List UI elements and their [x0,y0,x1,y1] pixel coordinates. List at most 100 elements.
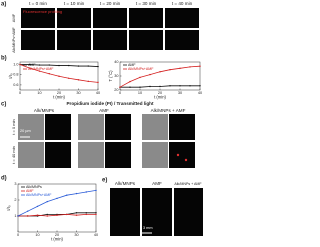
dead-cell [184,158,188,162]
image [93,8,127,28]
data-point [129,86,131,88]
data-point [38,70,41,72]
column-header: t = 30 min [136,1,157,6]
data-point [36,214,39,216]
row-label: Alk/MNPs+AMF [12,26,16,52]
overlay-text: Fluorescence profiling [23,9,62,14]
image [21,8,55,28]
x-tick-label: 10 [37,91,41,95]
data-point [85,212,87,214]
x-tick-label: 0 [19,91,21,95]
image [57,8,91,28]
data-point [149,73,151,76]
data-point [27,210,29,212]
data-point [75,212,78,214]
image [129,30,163,50]
data-point [58,75,60,77]
charts: 0.60.81.00 10 20 30 40t (min)I/I₀AMFAlk/MNPs… [6,60,202,242]
x-tick-label: 20 [55,233,59,237]
data-point [77,65,80,67]
image [165,30,199,50]
x-tick-label: 40 [96,91,100,95]
panel-label: a) [1,2,6,8]
image-grid [21,8,199,50]
data-point [75,192,78,195]
image [18,142,44,168]
image [142,114,168,140]
panel-label: d) [1,176,7,182]
data-point [36,205,39,208]
image [18,114,44,140]
data-point [97,65,99,68]
data-point [139,86,141,88]
column-header: t = 10 min [64,1,85,6]
data-point [66,194,68,196]
y-tick-label: 40 [114,60,118,64]
legend-label: Alk/MNPs+AMF [128,67,154,71]
image [105,114,131,140]
x-axis-label: t (min) [154,95,166,100]
x-tick-label: 30 [76,91,80,95]
image-row [110,188,203,236]
image-grid [18,114,195,168]
data-point [169,85,171,87]
image [45,114,71,140]
panel-label: c) [1,102,6,108]
data-point [85,213,87,216]
image [21,30,55,50]
image [78,114,104,140]
row-label: t = 40 min [11,146,16,164]
data-point [87,65,89,67]
panel-label: b) [1,56,7,62]
image [78,142,104,168]
image [57,30,91,50]
data-point [75,214,78,216]
data-point [199,65,201,67]
image [142,188,172,236]
data-point [149,85,151,88]
y-tick-label: 3 [14,182,16,186]
panel-label: e) [102,178,107,184]
data-point [189,66,191,68]
data-point [139,76,141,79]
data-point [159,71,161,73]
data-point [77,79,80,81]
figure: a) t = 0 min t = 10 min t = 20 min t = 3… [1,1,203,242]
data-point [19,63,21,66]
data-point [199,85,201,87]
column-header: AMF [99,108,109,113]
image [169,142,195,168]
data-point [87,80,89,83]
legend-label: AMF [28,63,36,67]
row-label: t = 0 min [11,119,16,134]
x-tick-label: 40 [94,233,98,237]
row-label: AMF [11,13,16,22]
data-point [46,215,48,217]
y-axis-label: T (°C) [108,70,113,82]
y-tick-label: 1.0 [13,63,18,67]
data-point [66,213,68,216]
image [142,142,168,168]
legend-label: Alk/MNPs [26,185,42,189]
image [110,188,140,236]
dead-cell [176,153,180,157]
data-point [119,86,121,88]
y-tick-label: 0.8 [13,73,18,77]
image [169,114,195,140]
data-point [85,191,87,193]
legend-label: AMF [128,63,136,67]
data-point [189,85,191,87]
data-point [179,67,181,70]
x-tick-label: 40 [198,91,202,95]
x-tick-label: 10 [35,233,39,237]
data-point [29,67,31,69]
x-tick-label: 30 [74,233,78,237]
scale-label: 3 mm [143,226,153,230]
data-point [48,64,50,66]
column-header: t = 40 min [172,1,193,6]
column-header: t = 20 min [100,1,121,6]
x-tick-label: 30 [178,91,182,95]
legend-label: AMF [26,189,34,193]
data-point [97,81,99,84]
x-axis-label: t (min) [51,237,63,242]
